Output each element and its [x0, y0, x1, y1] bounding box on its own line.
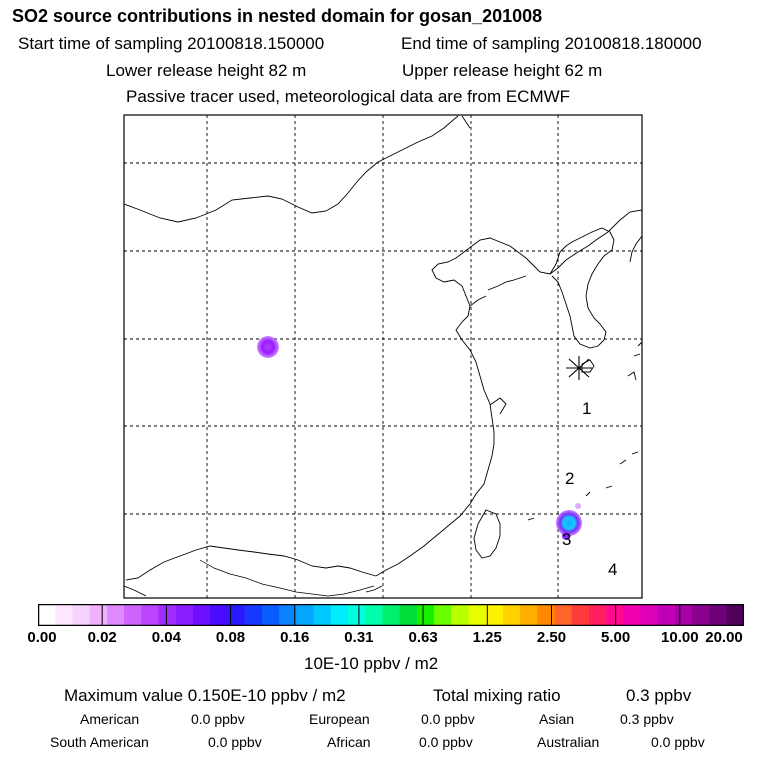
region-label: 4 — [608, 560, 618, 579]
scale-unit: 10E-10 ppbv / m2 — [304, 654, 439, 673]
end-time-label: End time of sampling 20100818.180000 — [401, 34, 702, 53]
source-name: Australian — [537, 734, 600, 750]
color-scale-segment — [709, 604, 728, 626]
color-scale-tick-label: 1.25 — [472, 629, 502, 646]
color-scale-segment — [106, 604, 125, 626]
source-value: 0.0 ppbv — [419, 734, 473, 750]
color-scale-segment — [192, 604, 211, 626]
color-scale-segment — [589, 604, 607, 626]
color-scale-frame — [38, 604, 744, 626]
start-time-label: Start time of sampling 20100818.150000 — [18, 34, 325, 53]
color-scale-tick-label: 0.31 — [344, 629, 374, 646]
color-scale-segment — [347, 604, 366, 626]
color-scale-segment — [623, 604, 642, 626]
total-mixing-value: 0.3 ppbv — [626, 686, 692, 705]
lat-lon-grid — [124, 115, 642, 598]
color-scale-segment — [365, 604, 383, 626]
color-scale-segment — [296, 604, 315, 626]
color-scale-segment — [675, 604, 693, 626]
color-scale-segment — [434, 604, 452, 626]
color-scale-segment — [485, 604, 504, 626]
so2-plume-trace — [575, 503, 581, 509]
source-name: African — [327, 734, 371, 750]
color-scale-segment — [520, 604, 538, 626]
color-scale-segment — [399, 604, 418, 626]
color-scale-segment — [692, 604, 711, 626]
color-scale-segment — [468, 604, 487, 626]
source-name: Asian — [539, 711, 575, 727]
color-scale-segment — [330, 604, 349, 626]
color-scale-segment — [640, 604, 659, 626]
color-scale-segment — [451, 604, 469, 626]
color-scale-tick-label: 0.00 — [27, 629, 57, 646]
color-scale-segment — [175, 604, 194, 626]
color-scale-segment — [141, 604, 160, 626]
color-scale-segment — [554, 604, 573, 626]
color-scale-tick-label: 0.04 — [151, 629, 181, 646]
lower-release-height: Lower release height 82 m — [106, 61, 307, 80]
coastlines — [123, 115, 643, 597]
color-scale-tick-label: 10.00 — [661, 629, 699, 646]
color-scale-tick-label: 0.02 — [87, 629, 117, 646]
color-scale-segment — [210, 604, 228, 626]
color-scale-segment — [158, 604, 177, 626]
color-scale-segment — [72, 604, 91, 626]
source-value: 0.0 ppbv — [208, 734, 262, 750]
upper-release-height: Upper release height 62 m — [402, 61, 603, 80]
total-mixing-label: Total mixing ratio — [433, 686, 561, 705]
color-scale-tick-label: 0.08 — [215, 629, 246, 646]
color-scale-segment — [502, 604, 521, 626]
color-scale-tick-label: 0.63 — [408, 629, 438, 646]
color-scale-segment — [382, 604, 401, 626]
asterisk-icon — [566, 356, 592, 380]
source-name: South American — [50, 734, 149, 750]
color-scale-segment — [279, 604, 297, 626]
color-scale-tick-label: 2.50 — [536, 629, 567, 646]
source-name: American — [80, 711, 140, 727]
country-borders — [199, 559, 375, 597]
color-scale-segment — [89, 604, 108, 626]
color-scale-segment — [38, 604, 56, 626]
color-scale-segment — [657, 604, 676, 626]
region-label: 2 — [565, 469, 575, 488]
color-scale-segment — [416, 604, 435, 626]
map-title: SO2 source contributions in nested domai… — [12, 6, 543, 26]
source-value: 0.0 ppbv — [651, 734, 705, 750]
tracer-note: Passive tracer used, meteorological data… — [126, 87, 571, 106]
color-scale-segment — [227, 604, 246, 626]
color-scale-segment — [313, 604, 332, 626]
so2-plume-receptor — [556, 510, 582, 536]
source-name: European — [309, 711, 370, 727]
source-value: 0.3 ppbv — [620, 711, 674, 727]
color-scale-segment — [726, 604, 744, 626]
max-value-label: Maximum value 0.150E-10 ppbv / m2 — [64, 686, 346, 705]
source-value: 0.0 ppbv — [421, 711, 475, 727]
so2-plume-inland — [257, 336, 279, 358]
color-scale-segment — [244, 604, 263, 626]
color-scale-segment — [261, 604, 280, 626]
region-label: 3 — [562, 530, 572, 549]
color-scale-segment — [124, 604, 142, 626]
color-scale-tick-label: 5.00 — [601, 629, 631, 646]
color-scale-tick-label: 20.00 — [705, 629, 743, 646]
color-scale-segment — [537, 604, 556, 626]
color-scale-segment — [55, 604, 73, 626]
so2-plume-trace — [562, 532, 570, 540]
source-value: 0.0 ppbv — [191, 711, 245, 727]
color-scale-bar — [38, 604, 744, 626]
color-scale-segment — [606, 604, 624, 626]
color-scale-segment — [571, 604, 590, 626]
color-scale-tick-label: 0.16 — [280, 629, 310, 646]
region-label: 1 — [582, 399, 592, 418]
